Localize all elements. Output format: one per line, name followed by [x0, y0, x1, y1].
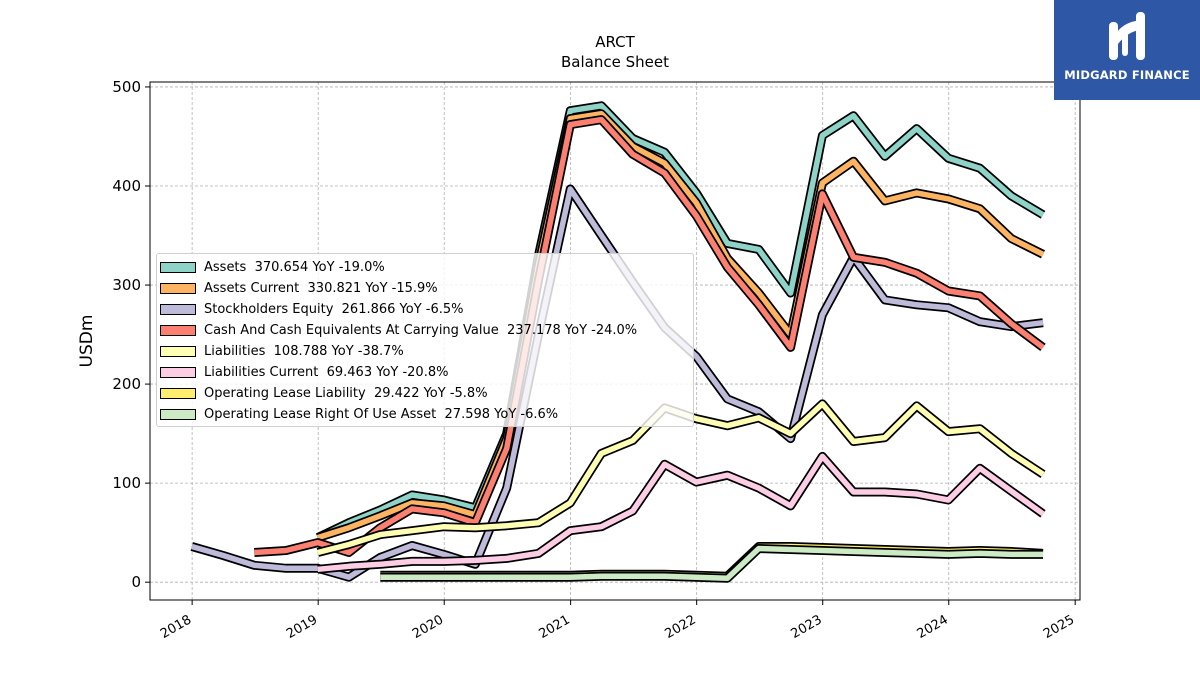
legend-swatch [160, 388, 196, 399]
midgard-mh-logo-icon [1109, 12, 1145, 60]
x-tick-label: 2018 [158, 612, 194, 642]
series-line [316, 109, 1046, 542]
x-tick-label: 2023 [789, 612, 825, 642]
legend-label: Stockholders Equity 261.866 YoY -6.5% [204, 302, 464, 317]
legend-entry: Liabilities 108.788 YoY -38.7% [157, 341, 404, 362]
legend-label: Assets Current 330.821 YoY -15.9% [204, 281, 438, 296]
legend-label: Liabilities Current 69.463 YoY -20.8% [204, 365, 449, 380]
brand-logo: MIDGARD FINANCE [1054, 0, 1200, 100]
legend-label: Assets 370.654 YoY -19.0% [204, 260, 385, 275]
series-line-fill [380, 545, 1043, 581]
legend-label: Operating Lease Liability 29.422 YoY -5.… [204, 386, 488, 401]
series-line-fill [316, 103, 1045, 541]
y-tick-label: 300 [112, 276, 141, 294]
series-line [317, 451, 1046, 574]
legend-entry: Operating Lease Right Of Use Asset 27.59… [157, 404, 558, 425]
series-line-fill [316, 110, 1045, 541]
y-tick-label: 400 [112, 177, 141, 195]
legend-entry: Cash And Cash Equivalents At Carrying Va… [157, 320, 637, 341]
legend-entry: Assets 370.654 YoY -19.0% [157, 257, 385, 278]
legend-label: Operating Lease Right Of Use Asset 27.59… [204, 407, 559, 422]
legend-entry: Operating Lease Liability 29.422 YoY -5.… [157, 383, 488, 404]
legend-swatch [160, 304, 196, 315]
legend-swatch [160, 409, 196, 420]
series-line [254, 115, 1046, 557]
x-tick-label: 2019 [284, 612, 320, 642]
x-tick-label: 2024 [915, 612, 951, 642]
brand-name: MIDGARD FINANCE [1064, 68, 1190, 82]
legend: Assets 370.654 YoY -19.0% Assets Current … [156, 253, 694, 427]
y-tick-label: 500 [112, 78, 141, 96]
chart-title: ARCT [595, 33, 635, 51]
legend-swatch [160, 262, 196, 273]
series-layer [190, 101, 1046, 583]
legend-label: Cash And Cash Equivalents At Carrying Va… [204, 323, 638, 338]
series-line [315, 101, 1046, 542]
legend-entry: Assets Current 330.821 YoY -15.9% [157, 278, 438, 299]
y-tick-label: 0 [131, 573, 141, 591]
legend-entry: Liabilities Current 69.463 YoY -20.8% [157, 362, 448, 383]
x-tick-label: 2025 [1041, 612, 1077, 642]
y-tick-label: 100 [112, 474, 141, 492]
x-tick-label: 2021 [536, 612, 572, 642]
y-tick-label: 200 [112, 375, 141, 393]
chart-subtitle: Balance Sheet [561, 53, 669, 71]
plot-frame [149, 81, 1081, 601]
y-axis-label: USDm [77, 315, 97, 368]
legend-swatch [160, 346, 196, 357]
legend-label: Liabilities 108.788 YoY -38.7% [204, 344, 404, 359]
legend-swatch [160, 283, 196, 294]
series-line-fill [317, 453, 1045, 573]
series-line-fill [254, 116, 1045, 556]
x-tick-label: 2020 [410, 612, 446, 642]
series-line [380, 544, 1043, 583]
legend-swatch [160, 367, 196, 378]
legend-entry: Stockholders Equity 261.866 YoY -6.5% [157, 299, 464, 320]
x-tick-label: 2022 [663, 612, 699, 642]
legend-swatch [160, 325, 196, 336]
